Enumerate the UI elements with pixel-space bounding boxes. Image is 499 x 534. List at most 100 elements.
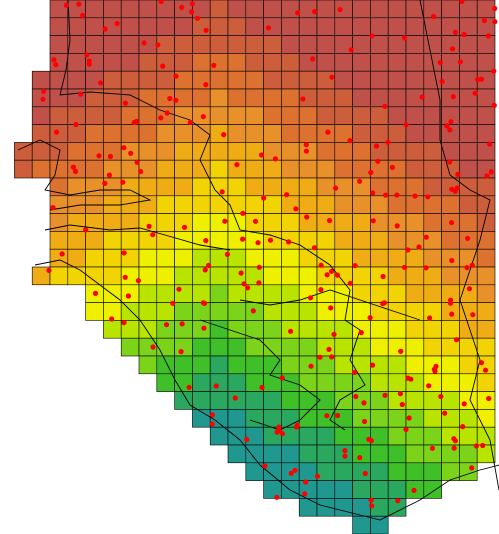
station-dot — [146, 223, 152, 229]
grid-cell — [352, 213, 371, 232]
border-line — [199, 319, 321, 431]
grid-cell — [387, 70, 407, 90]
station-dot — [120, 179, 126, 185]
station-dot — [252, 218, 259, 224]
grid-cell — [298, 337, 318, 357]
grid-cell — [138, 17, 158, 36]
grid-cell — [316, 302, 336, 321]
grid-cell — [405, 284, 425, 303]
grid-cell — [405, 142, 425, 161]
station-dot — [150, 232, 156, 238]
station-dot — [412, 193, 418, 199]
grid-cell — [334, 142, 353, 161]
grid-cell — [263, 177, 282, 197]
grid-cell — [174, 35, 193, 54]
station-dot — [240, 210, 246, 216]
station-dot — [114, 20, 120, 27]
station-dot — [397, 391, 403, 397]
station-dot — [478, 360, 485, 366]
station-dot — [92, 290, 99, 296]
grid-cell — [192, 88, 211, 108]
station-dot — [181, 224, 188, 230]
grid-cell — [85, 302, 104, 321]
station-dot — [303, 142, 309, 148]
grid-cell — [370, 0, 389, 19]
grid-cell — [405, 124, 425, 143]
grid-cell — [370, 284, 389, 303]
station-dot — [405, 375, 411, 381]
grid-cell — [103, 70, 122, 90]
grid-cell — [103, 0, 122, 19]
grid-cell — [441, 195, 460, 214]
grid-cell — [476, 106, 496, 125]
station-dot — [432, 368, 438, 374]
station-dot — [128, 150, 134, 156]
station-dot — [219, 189, 225, 195]
station-dot — [389, 164, 395, 170]
station-dot — [437, 59, 443, 66]
grid-cell — [67, 159, 86, 179]
grid-cell — [120, 70, 140, 90]
grid-cell — [334, 480, 353, 499]
grid-cell — [156, 355, 175, 375]
station-dot — [403, 426, 409, 433]
grid-cell — [49, 266, 69, 286]
grid-cell — [67, 88, 86, 108]
grid-cell — [281, 88, 300, 108]
station-dot — [382, 392, 388, 398]
grid-cell — [387, 462, 407, 481]
station-dot — [368, 497, 374, 503]
grid-cell — [441, 142, 460, 161]
grid-cell — [103, 53, 122, 72]
station-dot — [373, 143, 380, 149]
grid-cell — [423, 391, 442, 410]
grid-cell — [387, 142, 407, 161]
station-dot — [300, 96, 306, 102]
grid-cell — [370, 462, 389, 481]
grid-cell — [227, 284, 247, 303]
grid-cell — [405, 106, 425, 125]
grid-cell — [352, 266, 371, 286]
grid-cell — [423, 480, 442, 499]
station-dot — [469, 262, 475, 268]
station-dot — [98, 80, 104, 86]
station-dot — [232, 395, 238, 401]
grid-cell — [263, 284, 282, 303]
grid-cell — [192, 337, 211, 357]
grid-cell — [352, 70, 371, 90]
station-dot — [362, 470, 368, 477]
grid-cell — [316, 35, 336, 54]
grid-cell — [476, 142, 496, 161]
station-dot — [461, 401, 467, 407]
station-dot — [201, 325, 207, 331]
grid-cell — [476, 409, 496, 428]
border-line — [59, 0, 366, 431]
grid-cell — [49, 159, 69, 179]
station-dot — [221, 132, 227, 138]
station-dot — [158, 115, 164, 121]
grid-cell — [103, 177, 122, 197]
station-dot — [155, 42, 161, 48]
station-dot — [135, 278, 141, 284]
grid-cell — [138, 53, 158, 72]
grid-cell — [85, 231, 104, 250]
grid-cell — [156, 177, 175, 197]
grid-cell — [423, 231, 442, 250]
station-dot — [431, 13, 437, 20]
station-dot — [486, 395, 492, 402]
grid-cell — [298, 248, 318, 268]
grid-cell — [316, 462, 336, 481]
grid-cell — [459, 142, 478, 161]
station-dot — [470, 312, 476, 318]
station-dot — [279, 431, 285, 437]
station-dot — [451, 445, 457, 451]
station-dot — [423, 265, 429, 271]
station-dot — [329, 354, 335, 360]
grid-cell — [67, 17, 86, 36]
station-dot — [368, 169, 374, 176]
grid-cell — [174, 177, 193, 197]
station-dot — [325, 129, 331, 135]
grid-cell — [209, 70, 229, 90]
grid-cell — [281, 177, 300, 197]
